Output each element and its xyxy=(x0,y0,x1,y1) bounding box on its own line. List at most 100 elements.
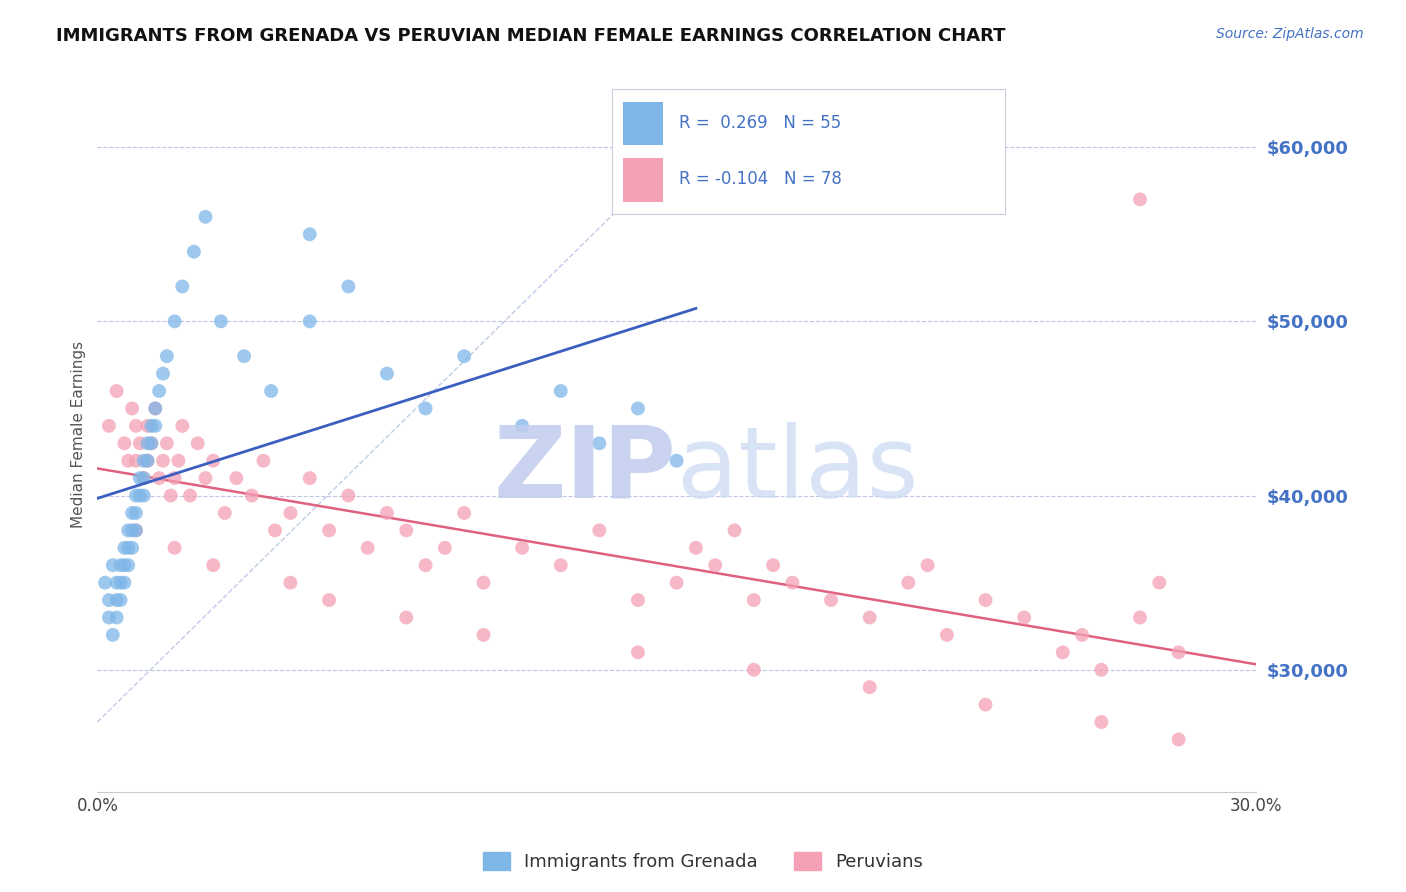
Point xyxy=(1052,645,1074,659)
Point xyxy=(240,489,263,503)
Point xyxy=(1167,732,1189,747)
Point xyxy=(1090,663,1112,677)
Point xyxy=(128,436,150,450)
Point xyxy=(125,489,148,503)
Point xyxy=(163,314,186,328)
Point xyxy=(917,558,939,573)
Bar xyxy=(623,158,662,202)
Point xyxy=(159,489,181,503)
Point xyxy=(356,541,378,555)
Point xyxy=(183,244,205,259)
Point xyxy=(897,575,920,590)
Point xyxy=(415,401,437,416)
Bar xyxy=(623,102,662,145)
Point xyxy=(117,524,139,538)
Point xyxy=(132,453,155,467)
Point xyxy=(453,506,475,520)
Point xyxy=(97,418,120,433)
Point xyxy=(1090,714,1112,729)
Text: IMMIGRANTS FROM GRENADA VS PERUVIAN MEDIAN FEMALE EARNINGS CORRELATION CHART: IMMIGRANTS FROM GRENADA VS PERUVIAN MEDI… xyxy=(56,27,1005,45)
Text: R =  0.269   N = 55: R = 0.269 N = 55 xyxy=(679,114,841,132)
Legend: Immigrants from Grenada, Peruvians: Immigrants from Grenada, Peruvians xyxy=(475,845,931,879)
Point xyxy=(121,541,143,555)
Text: ZIP: ZIP xyxy=(494,422,676,519)
Point xyxy=(742,663,765,677)
Point xyxy=(121,524,143,538)
Point xyxy=(141,418,163,433)
Point xyxy=(298,314,321,328)
Point xyxy=(627,401,650,416)
Point xyxy=(101,628,124,642)
Point xyxy=(1012,610,1035,624)
Point xyxy=(128,489,150,503)
Point xyxy=(762,558,785,573)
Point xyxy=(225,471,247,485)
Point xyxy=(105,593,128,607)
Point xyxy=(453,349,475,363)
Point xyxy=(110,593,132,607)
Point xyxy=(94,575,117,590)
Point xyxy=(214,506,236,520)
Point xyxy=(125,418,148,433)
Point xyxy=(252,453,274,467)
Point xyxy=(125,524,148,538)
Point xyxy=(723,524,745,538)
Point xyxy=(395,524,418,538)
Point xyxy=(121,506,143,520)
Point xyxy=(859,610,882,624)
Point xyxy=(298,227,321,242)
Point xyxy=(704,558,727,573)
Text: atlas: atlas xyxy=(676,422,918,519)
Point xyxy=(820,593,842,607)
Point xyxy=(415,558,437,573)
Point xyxy=(194,471,217,485)
Point xyxy=(1071,628,1094,642)
Point xyxy=(172,418,194,433)
Point xyxy=(318,593,340,607)
Point xyxy=(128,471,150,485)
Point xyxy=(935,628,957,642)
Point xyxy=(143,401,166,416)
Point xyxy=(974,593,997,607)
Point xyxy=(318,524,340,538)
Point xyxy=(132,471,155,485)
Text: R = -0.104   N = 78: R = -0.104 N = 78 xyxy=(679,170,841,188)
Point xyxy=(141,436,163,450)
Point xyxy=(202,558,225,573)
Point xyxy=(152,453,174,467)
Point xyxy=(112,575,135,590)
Point xyxy=(141,436,163,450)
Point xyxy=(280,506,302,520)
Point xyxy=(472,628,495,642)
Point xyxy=(132,489,155,503)
Point xyxy=(152,367,174,381)
Point xyxy=(395,610,418,624)
Point xyxy=(782,575,804,590)
Point xyxy=(97,593,120,607)
Point xyxy=(167,453,190,467)
Point xyxy=(125,453,148,467)
Point xyxy=(163,541,186,555)
Point xyxy=(264,524,287,538)
Point xyxy=(1149,575,1171,590)
Point xyxy=(132,471,155,485)
Point xyxy=(110,558,132,573)
Point xyxy=(588,524,610,538)
Point xyxy=(472,575,495,590)
Point xyxy=(627,593,650,607)
Point xyxy=(433,541,456,555)
Point xyxy=(125,524,148,538)
Point xyxy=(187,436,209,450)
Point xyxy=(163,471,186,485)
Point xyxy=(148,384,170,398)
Point xyxy=(121,401,143,416)
Text: Source: ZipAtlas.com: Source: ZipAtlas.com xyxy=(1216,27,1364,41)
Point xyxy=(298,471,321,485)
Point xyxy=(742,593,765,607)
Point xyxy=(117,558,139,573)
Point xyxy=(1167,645,1189,659)
Point xyxy=(665,453,688,467)
Point xyxy=(156,436,179,450)
Point xyxy=(136,453,159,467)
Point xyxy=(97,610,120,624)
